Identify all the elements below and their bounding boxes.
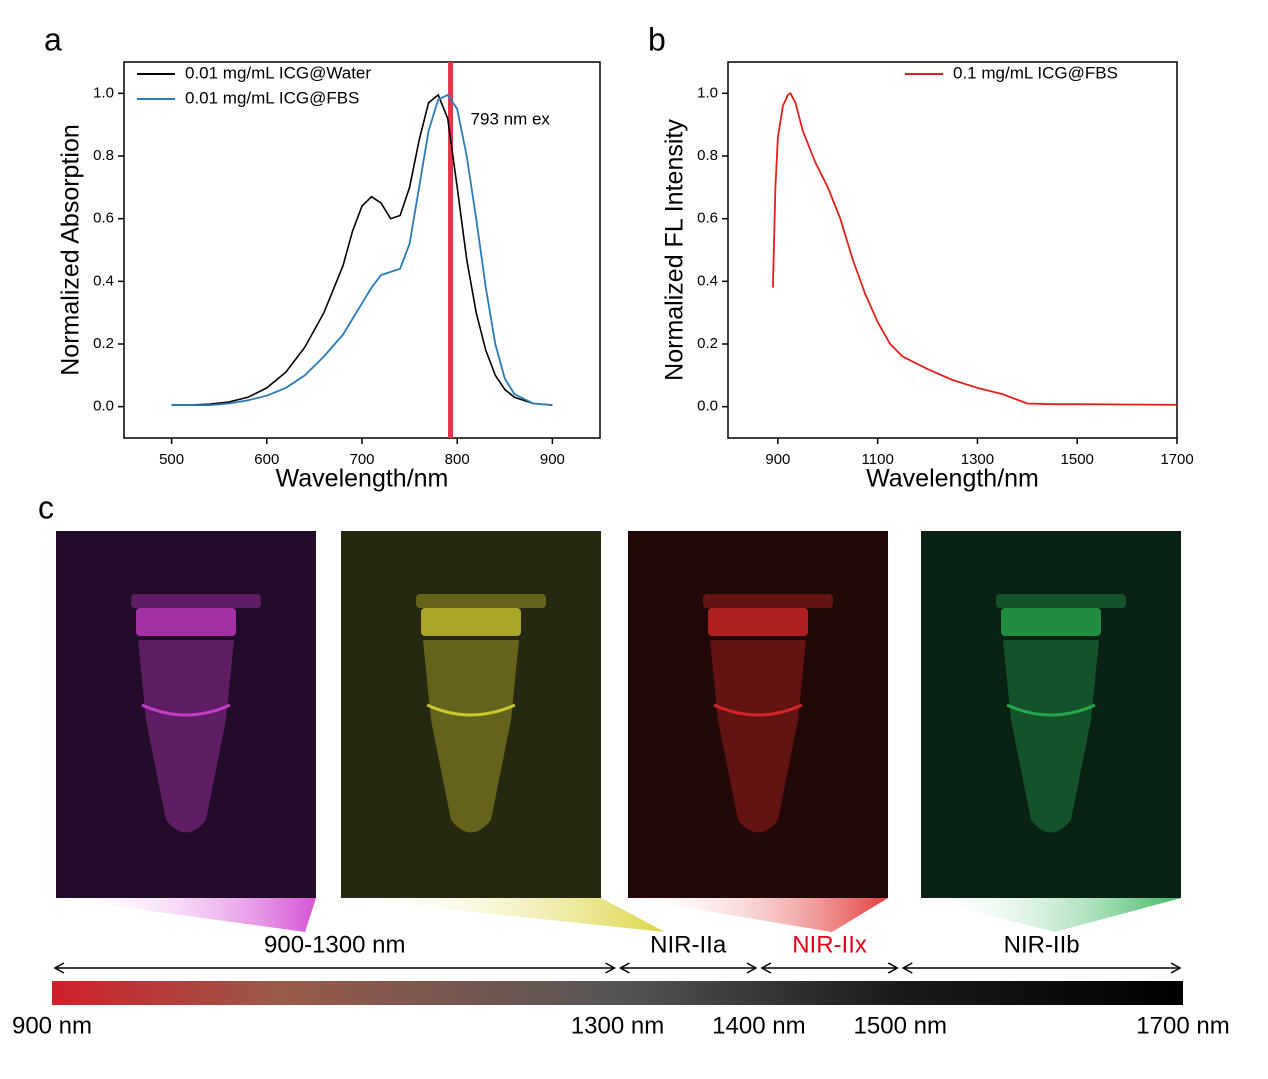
x-tick-label: 700: [349, 451, 374, 468]
band-label: NIR-IIb: [1004, 931, 1080, 958]
series-line: [171, 93, 553, 406]
x-tick-label: 900: [765, 451, 790, 468]
arrow-head: [618, 962, 758, 974]
tube-meniscus: [141, 703, 231, 717]
y-tick-label: 0.2: [93, 335, 114, 352]
x-tick-label: 800: [445, 451, 470, 468]
scale-label: 900 nm: [12, 1012, 92, 1039]
series-line: [772, 92, 1178, 406]
y-tick-label: 0.2: [697, 335, 718, 352]
tube-cap-ring: [1001, 608, 1101, 636]
tube-meniscus: [426, 703, 516, 717]
tube-cap: [131, 594, 261, 608]
x-tick-label: 900: [540, 451, 565, 468]
tube-cap: [703, 594, 833, 608]
y-tick-label: 0.8: [697, 147, 718, 164]
spectral-wedge: [56, 898, 316, 932]
y-axis-title: Normalized Absorption: [57, 124, 85, 376]
tube-body: [423, 640, 519, 833]
y-tick-label: 0.6: [697, 210, 718, 227]
y-axis-title: Normalized FL Intensity: [661, 119, 689, 381]
series-line: [171, 93, 553, 406]
spectral-wedge: [341, 898, 665, 932]
x-tick-label: 1500: [1061, 451, 1094, 468]
y-tick-label: 0.0: [93, 398, 114, 415]
tube-cap-ring: [708, 608, 808, 636]
tube-cap-ring: [421, 608, 521, 636]
y-tick-label: 1.0: [697, 84, 718, 101]
scale-label: 1700 nm: [1136, 1012, 1229, 1039]
x-axis-title: Wavelength/nm: [276, 465, 449, 493]
y-tick-label: 1.0: [93, 84, 114, 101]
tube-body: [138, 640, 234, 833]
spectrum-bar: [52, 981, 1183, 1005]
y-tick-label: 0.0: [697, 398, 718, 415]
x-axis-title: Wavelength/nm: [866, 465, 1039, 493]
scale-label: 1400 nm: [712, 1012, 805, 1039]
legend-label: 0.01 mg/mL ICG@FBS: [185, 88, 359, 107]
scale-label: 1500 nm: [854, 1012, 947, 1039]
scale-label: 1300 nm: [571, 1012, 664, 1039]
legend-label: 0.01 mg/mL ICG@Water: [185, 63, 371, 82]
band-label: 900-1300 nm: [264, 931, 405, 958]
x-tick-label: 1300: [961, 451, 994, 468]
x-tick-label: 1100: [862, 451, 894, 468]
x-tick-label: 500: [159, 451, 184, 468]
arrow-head: [760, 962, 899, 974]
x-tick-label: 600: [254, 451, 279, 468]
tube-body: [710, 640, 806, 833]
band-label: NIR-IIx: [792, 931, 867, 958]
arrow-head: [53, 962, 617, 974]
panel-label: b: [648, 21, 666, 57]
tube-cap: [996, 594, 1126, 608]
tube-cap: [416, 594, 546, 608]
tube-cap-ring: [136, 608, 236, 636]
y-tick-label: 0.4: [697, 272, 718, 289]
panel-label: a: [44, 21, 62, 57]
tube-body: [1003, 640, 1099, 833]
x-tick-label: 1700: [1160, 451, 1193, 468]
tube-meniscus: [1006, 703, 1096, 717]
panel-label: c: [38, 489, 54, 525]
annotation: 793 nm ex: [471, 109, 551, 128]
legend-label: 0.1 mg/mL ICG@FBS: [953, 63, 1118, 82]
tube-meniscus: [713, 703, 803, 717]
band-label: NIR-IIa: [650, 931, 727, 958]
y-tick-label: 0.4: [93, 272, 114, 289]
spectral-wedge: [921, 898, 1181, 932]
arrow-head: [901, 962, 1182, 974]
spectral-wedge: [628, 898, 888, 932]
y-tick-label: 0.8: [93, 147, 114, 164]
y-tick-label: 0.6: [93, 210, 114, 227]
plot-frame: [727, 61, 1178, 439]
